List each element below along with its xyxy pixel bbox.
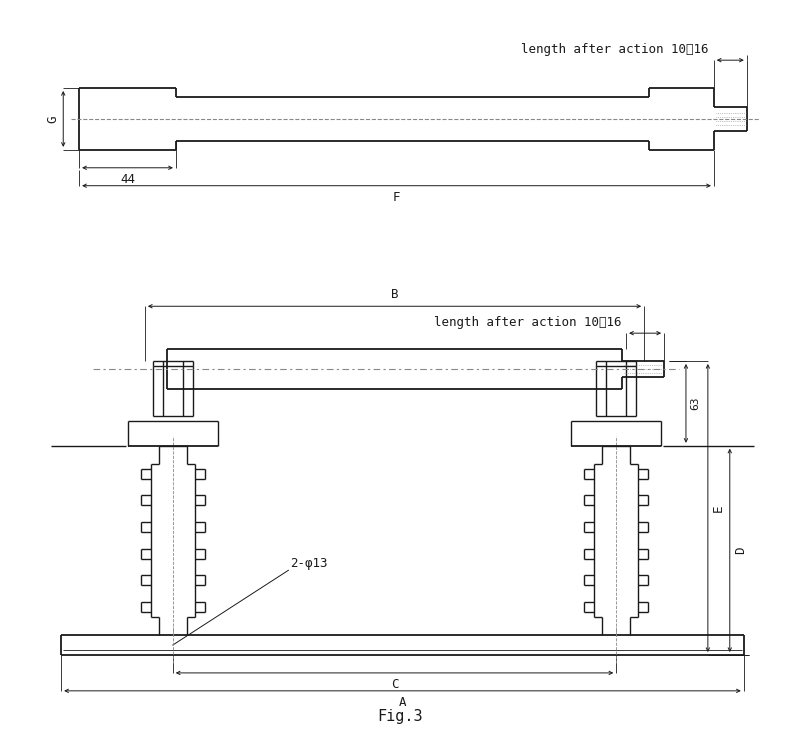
Text: Fig.3: Fig.3 (377, 709, 423, 724)
Text: G: G (46, 115, 59, 122)
Text: A: A (398, 696, 406, 709)
Text: length after action 10～16: length after action 10～16 (434, 316, 621, 329)
Text: E: E (712, 504, 725, 512)
Text: 2-φ13: 2-φ13 (290, 557, 328, 570)
Text: B: B (390, 288, 398, 302)
Text: 63: 63 (690, 397, 700, 411)
Text: D: D (734, 547, 746, 554)
Text: C: C (390, 678, 398, 691)
Text: 44: 44 (120, 173, 135, 186)
Text: F: F (393, 191, 400, 203)
Text: length after action 10～16: length after action 10～16 (522, 43, 709, 56)
